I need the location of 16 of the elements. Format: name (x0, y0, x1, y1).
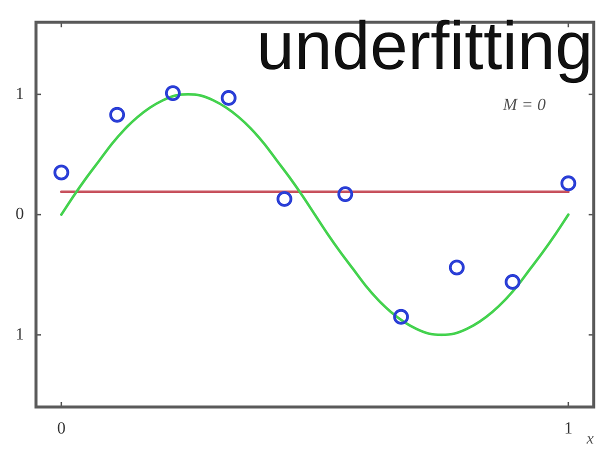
point (164, 85, 181, 102)
point (448, 260, 465, 276)
point (560, 175, 576, 192)
point (393, 308, 409, 325)
point (220, 90, 237, 106)
x-axis-title: x (586, 430, 594, 448)
y-tick-label: 1 (16, 324, 24, 344)
annotation: M = 0 (502, 95, 546, 114)
point (504, 274, 520, 290)
y-tick-label: 0 (16, 204, 24, 224)
point (276, 191, 292, 207)
point (337, 186, 354, 202)
point (109, 106, 126, 123)
point (53, 164, 70, 180)
y-tick-label: 1 (16, 84, 24, 103)
chart-title: underfitting (256, 8, 593, 84)
